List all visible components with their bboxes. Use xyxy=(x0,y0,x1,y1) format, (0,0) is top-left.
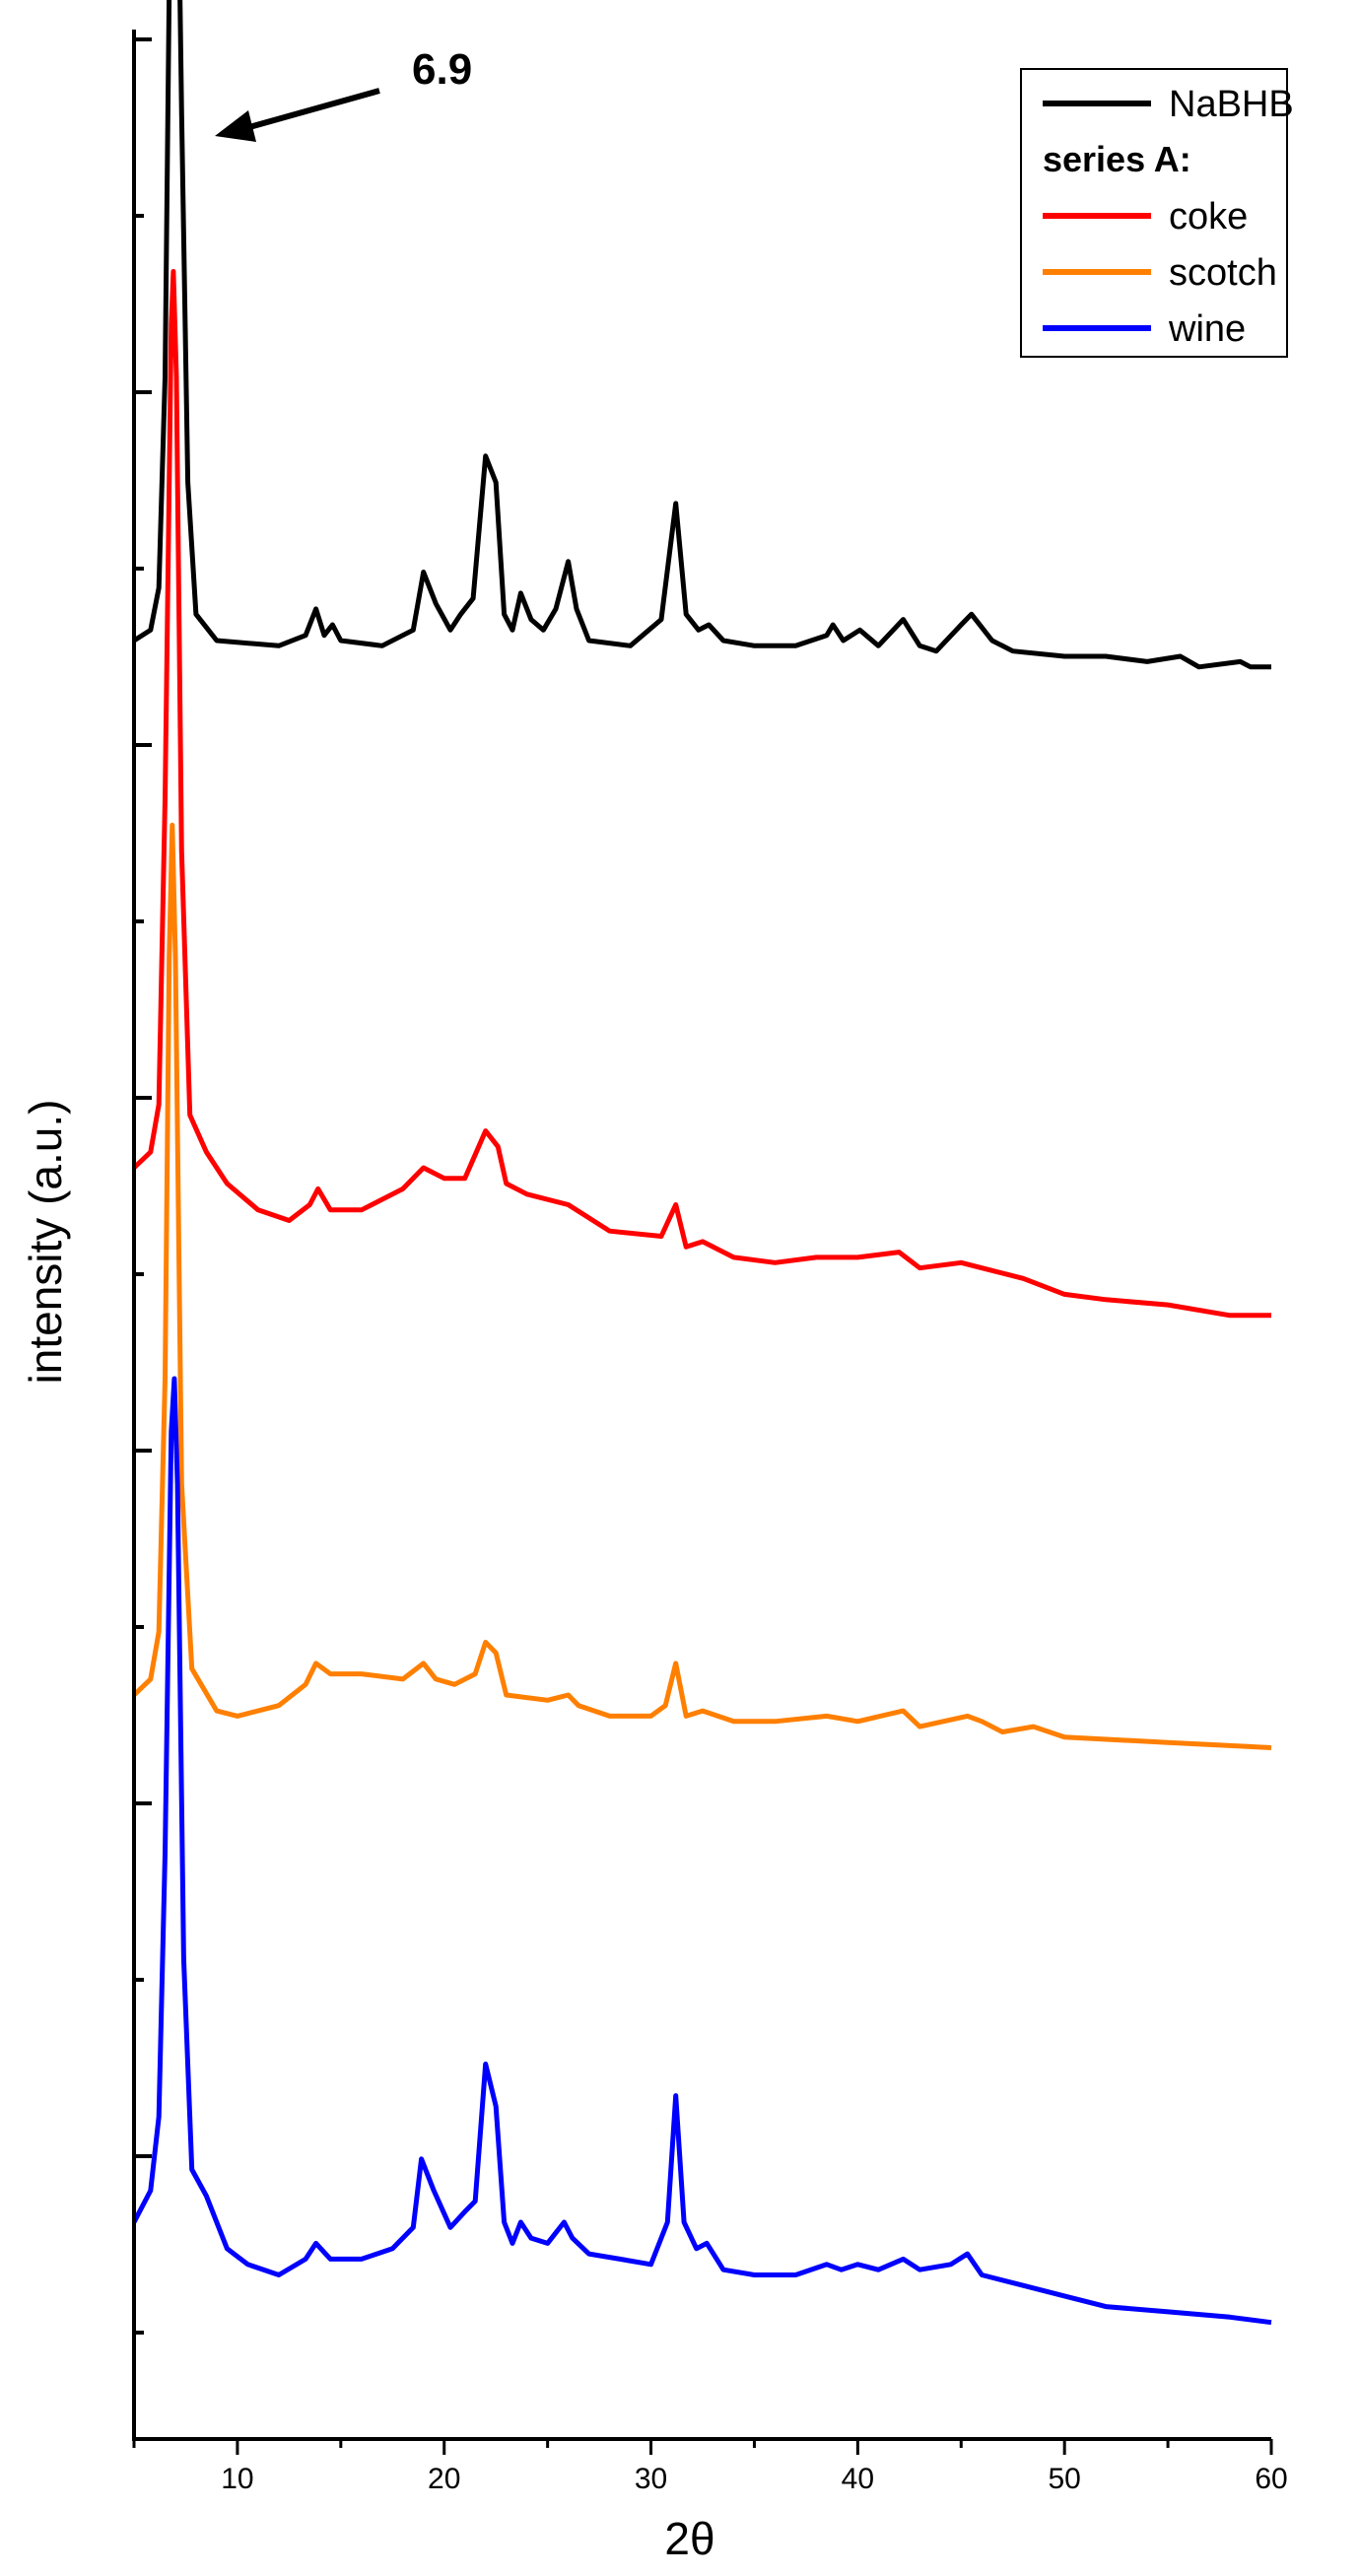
x-tick-label: 10 xyxy=(221,2463,253,2495)
series-line-nabhb xyxy=(132,0,1271,670)
legend-label-coke: coke xyxy=(1169,196,1248,237)
annotation-arrow-line xyxy=(241,88,380,132)
annotation-label: 6.9 xyxy=(412,45,472,94)
curves-layer xyxy=(131,0,1272,2326)
series-line-wine xyxy=(131,1376,1272,2326)
x-tick-label: 30 xyxy=(635,2463,667,2495)
x-tick-label: 60 xyxy=(1255,2463,1287,2495)
annotation-arrow-head-icon xyxy=(215,110,256,142)
axes-layer: 10 20 30 40 50 60 xyxy=(132,30,1288,2495)
legend-header: series A: xyxy=(1043,139,1191,179)
series-line-scotch xyxy=(132,822,1272,1750)
x-axis-label: 2θ xyxy=(664,2513,714,2564)
y-ticks xyxy=(134,37,152,2335)
peak-annotation: 6.9 xyxy=(215,45,472,142)
x-ticks: 10 20 30 40 50 60 xyxy=(132,2439,1288,2495)
legend-label-nabhb: NaBHB xyxy=(1169,84,1294,125)
y-axis-label: intensity (a.u.) xyxy=(20,1100,71,1385)
legend-label-wine: wine xyxy=(1168,308,1246,350)
legend: NaBHB series A: coke scotch wine xyxy=(1020,68,1294,358)
series-line-coke xyxy=(132,269,1271,1319)
x-tick-label: 50 xyxy=(1048,2463,1080,2495)
x-tick-label: 40 xyxy=(842,2463,874,2495)
x-tick-label: 20 xyxy=(428,2463,460,2495)
legend-label-scotch: scotch xyxy=(1169,252,1277,294)
